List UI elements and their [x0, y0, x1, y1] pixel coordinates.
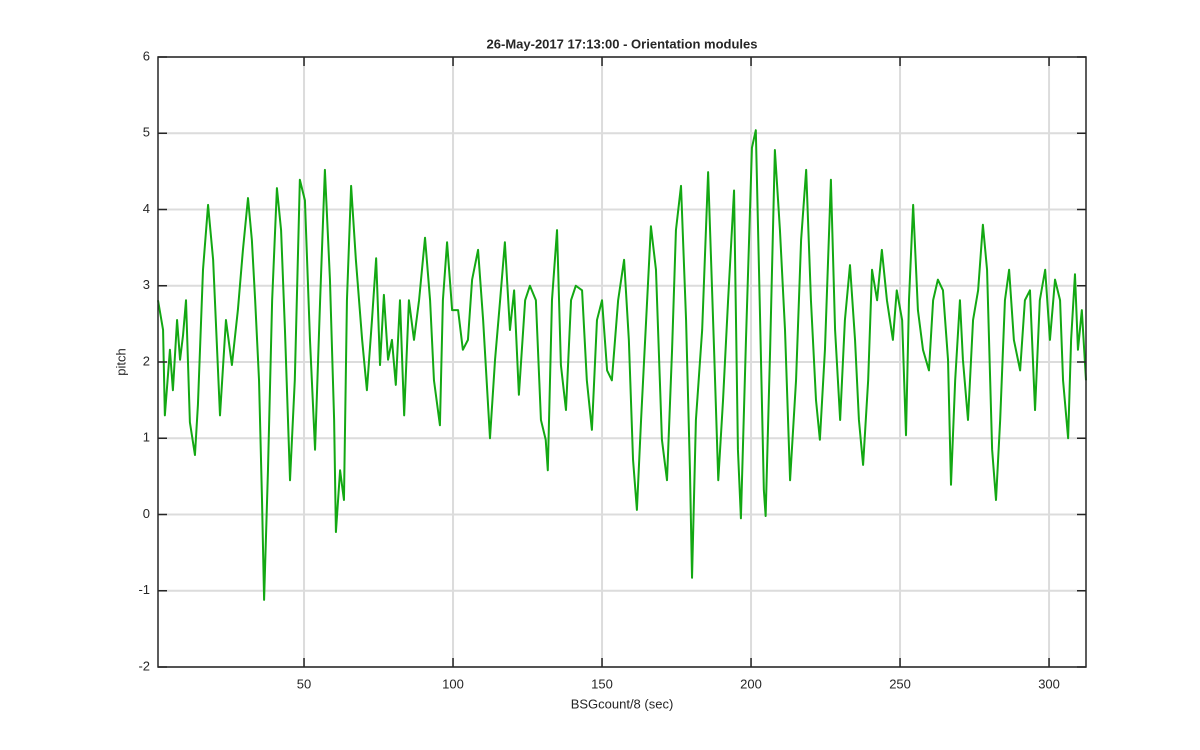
y-tick-label: 0	[143, 506, 150, 521]
data-line	[157, 129, 1087, 601]
y-axis-label: pitch	[113, 348, 128, 375]
x-tick-label: 250	[889, 676, 911, 691]
y-tick-label: 3	[143, 277, 150, 292]
y-tick-label: 6	[143, 48, 150, 63]
y-tick-label: -1	[138, 582, 150, 597]
chart-title: 26-May-2017 17:13:00 - Orientation modul…	[487, 36, 758, 51]
x-tick-label: 150	[591, 676, 613, 691]
x-tick-label: 100	[442, 676, 464, 691]
y-tick-label: -2	[138, 658, 150, 673]
x-tick-label: 200	[740, 676, 762, 691]
x-tick-label: 300	[1038, 676, 1060, 691]
y-tick-label: 2	[143, 353, 150, 368]
x-axis-label: BSGcount/8 (sec)	[571, 696, 674, 711]
plot-area	[157, 129, 1087, 601]
x-tick-label: 50	[297, 676, 311, 691]
y-tick-label: 5	[143, 125, 150, 140]
grid	[158, 56, 1086, 668]
y-tick-label: 4	[143, 201, 150, 216]
y-tick-label: 1	[143, 430, 150, 445]
